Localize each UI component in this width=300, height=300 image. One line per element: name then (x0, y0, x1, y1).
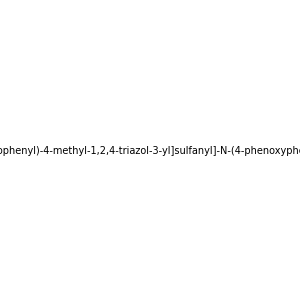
Text: 2-[[5-(2-chlorophenyl)-4-methyl-1,2,4-triazol-3-yl]sulfanyl]-N-(4-phenoxyphenyl): 2-[[5-(2-chlorophenyl)-4-methyl-1,2,4-tr… (0, 146, 300, 157)
